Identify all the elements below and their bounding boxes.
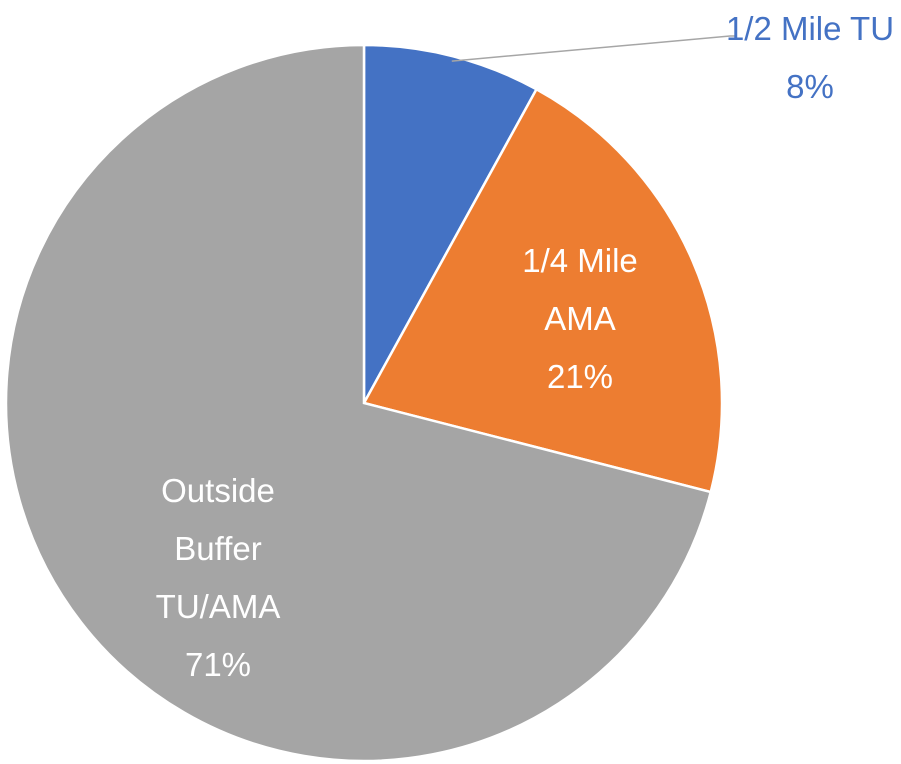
pie-slice bbox=[362, 87, 724, 494]
pie-slice bbox=[362, 43, 539, 404]
slice-name: 1/4 Mile AMA bbox=[522, 242, 638, 337]
slice-value: 71% bbox=[184, 646, 252, 683]
slice-name: Outside Buffer TU/AMA bbox=[155, 472, 281, 625]
slice-value: 21% bbox=[546, 358, 614, 395]
slice-value: 8% bbox=[786, 68, 834, 105]
slice-label: 1/4 Mile AMA 21% bbox=[495, 232, 665, 406]
leader-line bbox=[451, 35, 737, 62]
slice-label: 1/2 Mile TU 8% bbox=[725, 0, 895, 116]
slice-label: Outside Buffer TU/AMA 71% bbox=[133, 462, 303, 694]
slice-name: 1/2 Mile TU bbox=[725, 10, 895, 47]
pie-slice bbox=[4, 43, 713, 763]
